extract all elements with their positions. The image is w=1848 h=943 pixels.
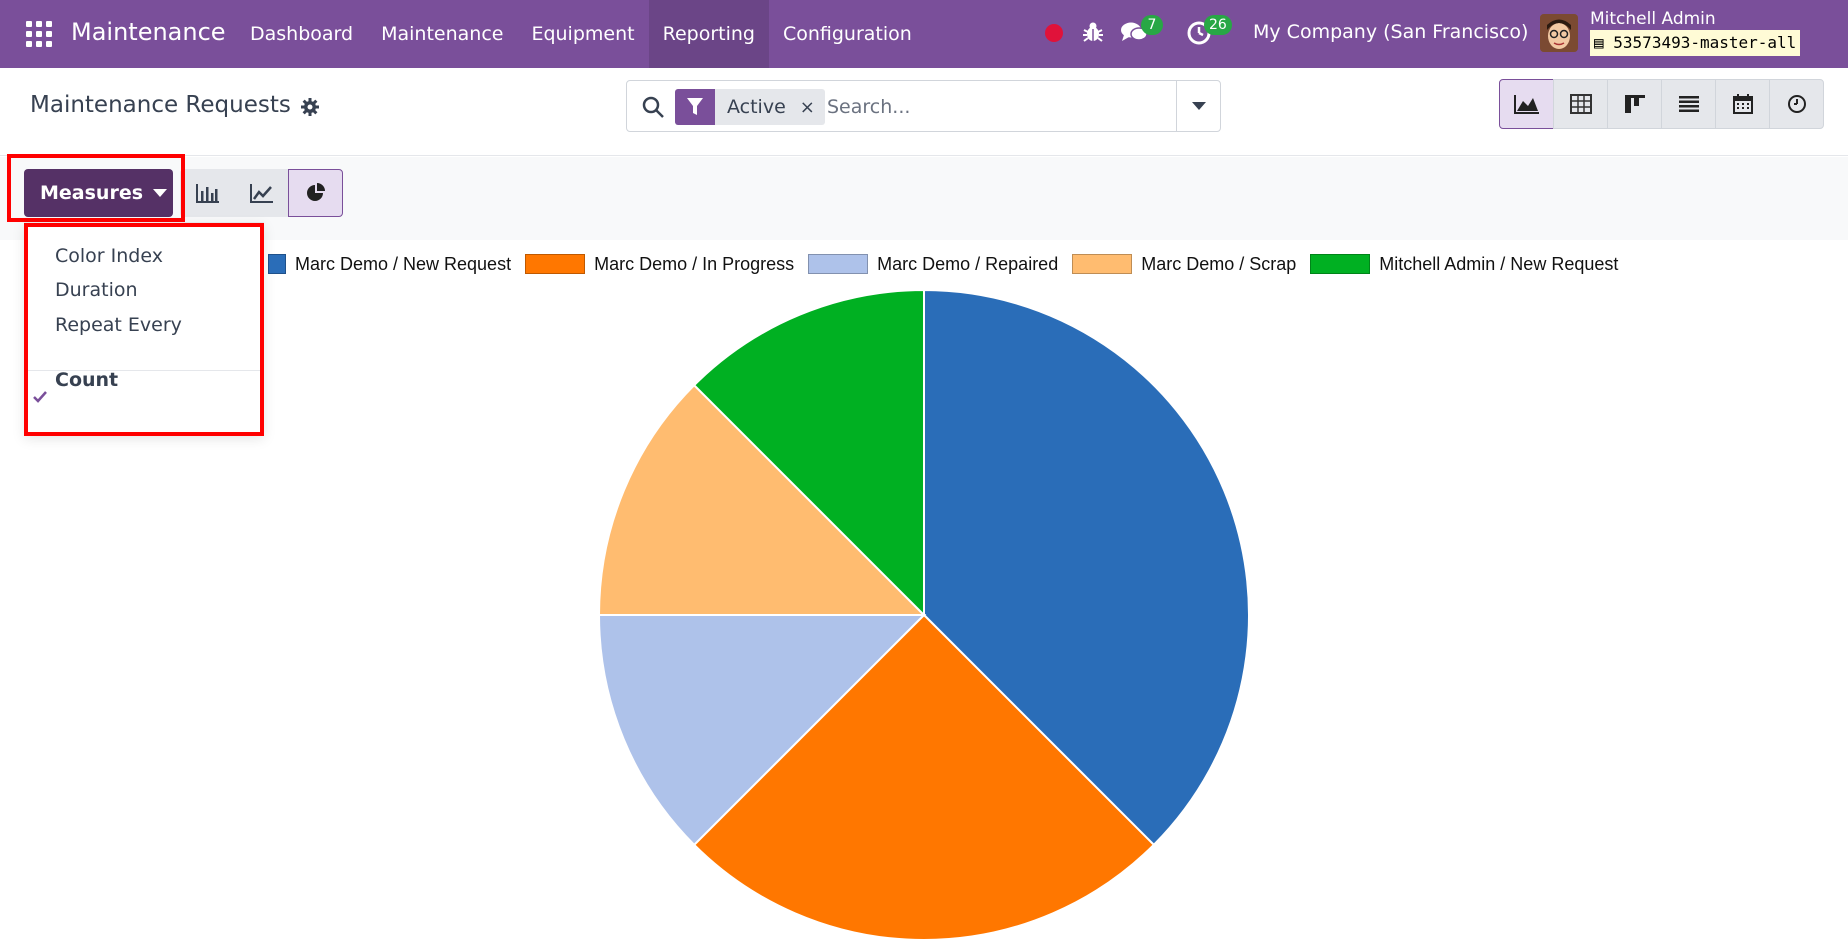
legend-label: Marc Demo / New Request [295, 253, 512, 274]
line-chart-button[interactable] [234, 169, 289, 217]
bug-icon[interactable] [1082, 20, 1104, 44]
measure-duration[interactable]: Duration [55, 279, 138, 301]
gear-icon[interactable] [300, 97, 320, 117]
measure-count[interactable]: Count [55, 369, 119, 391]
chat-count-badge: 7 [1141, 15, 1163, 35]
legend-item[interactable]: Marc Demo / Repaired [808, 254, 1058, 275]
search-input[interactable] [827, 89, 1197, 125]
chart-type-switcher [180, 169, 343, 217]
apps-icon[interactable] [26, 21, 52, 47]
pivot-view-icon [1569, 94, 1592, 114]
legend-swatch [808, 254, 869, 274]
search-options-toggle[interactable] [1176, 81, 1220, 131]
pie-chart-icon [306, 183, 325, 201]
dropdown-divider [25, 370, 261, 371]
highlight-measures-dropdown [24, 223, 264, 436]
legend-swatch [268, 254, 286, 274]
highlight-measures-button [7, 154, 185, 222]
legend-item[interactable]: Marc Demo / In Progress [525, 254, 794, 275]
search-bar: Active × [626, 80, 1221, 132]
legend-label: Marc Demo / Repaired [877, 253, 1059, 274]
app-name[interactable]: Maintenance [71, 18, 226, 46]
database-name: 53573493-master-all [1613, 33, 1797, 52]
database-icon: ▤ [1594, 33, 1604, 52]
main-menu: Dashboard Maintenance Equipment Reportin… [236, 0, 926, 68]
measure-color-index[interactable]: Color Index [55, 245, 163, 267]
activity-view-icon [1787, 95, 1806, 113]
pie-slice[interactable] [923, 288, 1251, 847]
calendar-view-button[interactable] [1715, 79, 1770, 129]
activity-view-button[interactable] [1769, 79, 1824, 129]
kanban-view-button[interactable] [1607, 79, 1662, 129]
pie-slice[interactable] [692, 613, 1156, 942]
measures-button[interactable]: Measures [24, 169, 173, 217]
avatar[interactable] [1540, 14, 1578, 52]
pie-chart-button[interactable] [288, 169, 343, 217]
legend-label: Marc Demo / Scrap [1141, 253, 1297, 274]
bar-chart-icon [195, 184, 219, 203]
pivot-view-button[interactable] [1553, 79, 1608, 129]
activity-count-badge: 26 [1204, 15, 1232, 35]
facet-label: Active × [715, 89, 825, 125]
bar-chart-button[interactable] [180, 169, 235, 217]
legend-item[interactable]: Marc Demo / New Request [268, 254, 511, 275]
filter-icon [675, 89, 715, 125]
menu-configuration[interactable]: Configuration [782, 23, 912, 45]
user-name[interactable]: Mitchell Admin [1590, 9, 1716, 29]
measure-repeat-every[interactable]: Repeat Every [55, 314, 182, 336]
legend-label: Marc Demo / In Progress [594, 253, 795, 274]
menu-equipment[interactable]: Equipment [531, 23, 635, 45]
legend-label: Mitchell Admin / New Request [1379, 253, 1619, 274]
menu-maintenance[interactable]: Maintenance [381, 23, 504, 45]
graph-view-button[interactable] [1499, 79, 1554, 129]
legend-item[interactable]: Marc Demo / Scrap [1072, 254, 1296, 275]
legend-swatch [1072, 254, 1133, 274]
legend-swatch [525, 254, 586, 274]
top-navbar: Maintenance Dashboard Maintenance Equipm… [0, 0, 1848, 68]
facet-value: Active [727, 96, 786, 118]
search-icon[interactable] [641, 95, 665, 119]
menu-reporting[interactable]: Reporting [648, 0, 769, 68]
control-panel: Maintenance Requests Active × [0, 68, 1848, 156]
legend-item[interactable]: Mitchell Admin / New Request [1310, 254, 1618, 275]
pie-slice[interactable] [597, 383, 927, 616]
graph-toolbar: Measures [0, 157, 1848, 240]
check-icon [33, 391, 47, 403]
list-view-icon [1678, 96, 1699, 112]
legend-swatch [1310, 254, 1371, 274]
page-title: Maintenance Requests [30, 92, 291, 118]
pie-slice[interactable] [597, 614, 927, 847]
line-chart-icon [249, 184, 273, 203]
company-switcher[interactable]: My Company (San Francisco) [1253, 21, 1529, 43]
menu-dashboard[interactable]: Dashboard [250, 23, 354, 45]
list-view-button[interactable] [1661, 79, 1716, 129]
view-switcher [1499, 79, 1824, 129]
facet-remove-icon[interactable]: × [799, 96, 815, 118]
kanban-view-icon [1624, 95, 1645, 113]
record-dot-icon[interactable] [1045, 24, 1063, 42]
chart-legend: Marc Demo / New Request Marc Demo / In P… [268, 253, 1632, 275]
graph-view-icon [1513, 95, 1539, 114]
pie-slice[interactable] [692, 288, 925, 618]
caret-down-icon [1191, 102, 1206, 110]
caret-down-icon [153, 189, 168, 197]
database-badge: ▤ 53573493-master-all [1590, 30, 1801, 56]
measures-label: Measures [40, 182, 144, 204]
calendar-view-icon [1732, 94, 1753, 114]
pie-chart [597, 288, 1251, 942]
search-facet-active: Active × [675, 89, 825, 125]
